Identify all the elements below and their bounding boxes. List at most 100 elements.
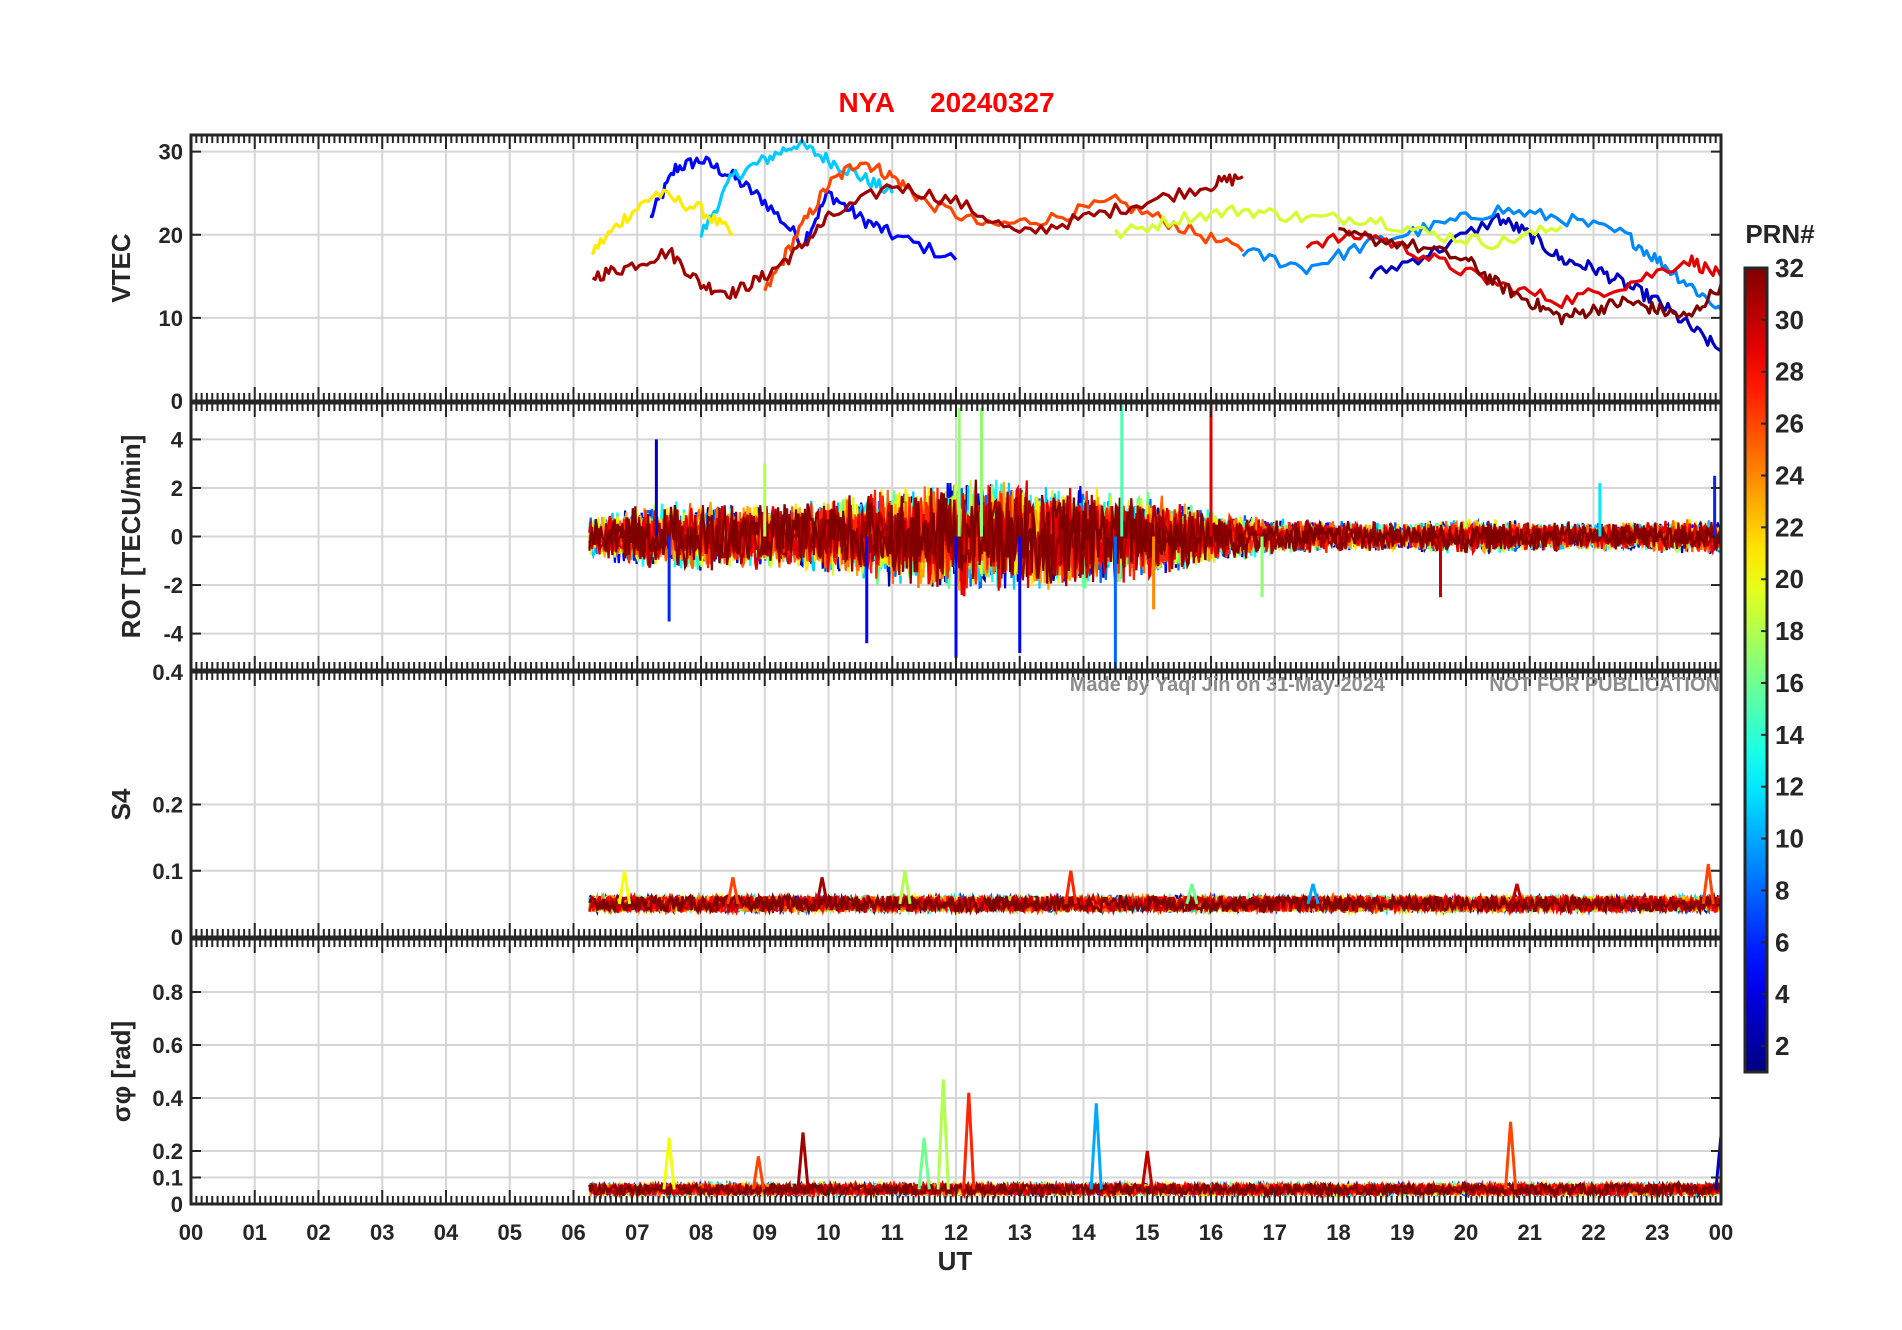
- y-tick-label: 0: [171, 389, 183, 414]
- y-axis-label: ROT [TECU/min]: [116, 435, 146, 639]
- colorbar-tick-label: 28: [1775, 357, 1804, 387]
- y-tick-label: 0.4: [152, 660, 183, 685]
- S4-peak: [1306, 883, 1320, 905]
- y-tick-label: -4: [163, 622, 183, 647]
- x-tick-label: 15: [1135, 1220, 1159, 1245]
- x-tick-label: 08: [689, 1220, 713, 1245]
- panel-s4: 0 0.1 0.2 0.4 S4: [106, 660, 1723, 950]
- colorbar-label: PRN#: [1745, 219, 1815, 249]
- S4-peak: [815, 877, 829, 905]
- colorbar-tick-label: 12: [1775, 772, 1804, 802]
- x-axis-label: UT: [938, 1246, 973, 1276]
- x-tick-label: 16: [1199, 1220, 1223, 1245]
- sigma_phi-peak: [962, 1092, 976, 1190]
- x-tick-label: 00: [1709, 1220, 1733, 1245]
- y-tick-label: 4: [171, 427, 184, 452]
- S4-peak: [1064, 870, 1078, 905]
- colorbar-tick-label: 10: [1775, 824, 1804, 854]
- y-tick-label: 0.2: [152, 1139, 183, 1164]
- vtec-trace-prn-19: [1114, 204, 1563, 251]
- x-tick-label: 09: [753, 1220, 777, 1245]
- data-series: [588, 1079, 1721, 1200]
- x-tick-label: 19: [1390, 1220, 1414, 1245]
- x-tick-label: 21: [1518, 1220, 1542, 1245]
- sigma_phi-peak: [796, 1132, 810, 1190]
- vtec-trace-prn-32: [1338, 226, 1721, 326]
- S4-peak: [898, 870, 912, 905]
- colorbar-tick-label: 32: [1775, 253, 1804, 283]
- y-axis-label: VTEC: [106, 233, 136, 303]
- sigma_phi-trace-prn-32: [588, 1179, 1721, 1200]
- x-tick-label: 23: [1645, 1220, 1669, 1245]
- y-tick-label: 0.4: [152, 1086, 183, 1111]
- x-tick-label: 03: [370, 1220, 394, 1245]
- panel-vtec: 0 10 20 30 VTEC: [106, 133, 1723, 414]
- watermark-author: Made by Yaqi Jin on 31-May-2024: [1070, 674, 1386, 696]
- sigma_phi-peak: [1140, 1150, 1154, 1190]
- colorbar-tick-label: 26: [1775, 409, 1804, 439]
- colorbar-tick-label: 24: [1775, 460, 1804, 490]
- panel-rot: -4 -2 0 2 4 ROT [TECU/min]: [116, 401, 1723, 672]
- x-tick-label: 01: [243, 1220, 267, 1245]
- x-tick-labels: 00 01 02 03 04 05 06 07 08 09 10 11 12 13 14 15 16 17 18 19…: [179, 1220, 1733, 1245]
- x-tick-label: 14: [1071, 1220, 1096, 1245]
- y-tick-label: 30: [159, 140, 183, 165]
- y-tick-label: 0: [171, 525, 183, 550]
- colorbar-tick-label: 18: [1775, 616, 1804, 646]
- colorbar-tick-label: 30: [1775, 305, 1804, 335]
- colorbar-tick-label: 16: [1775, 668, 1804, 698]
- y-tick-label: 0.6: [152, 1033, 183, 1058]
- S4-peak: [617, 870, 632, 905]
- data-series: [591, 138, 1721, 353]
- colorbar-tick-label: 14: [1775, 720, 1804, 750]
- vtec-trace-prn-21: [591, 188, 734, 256]
- y-tick-label: 0.1: [152, 859, 183, 884]
- colorbar-tick-label: 22: [1775, 512, 1804, 542]
- x-tick-label: 18: [1326, 1220, 1350, 1245]
- x-tick-label: 13: [1008, 1220, 1032, 1245]
- sigma_phi-peak: [1089, 1103, 1103, 1190]
- data-series: [588, 863, 1721, 917]
- x-tick-label: 00: [179, 1220, 203, 1245]
- y-axis-label: σφ [rad]: [106, 1021, 136, 1122]
- S4-peak: [726, 877, 740, 905]
- x-tick-label: 05: [498, 1220, 522, 1245]
- x-tick-label: 07: [625, 1220, 649, 1245]
- sigma_phi-peak: [1714, 1134, 1721, 1190]
- chart-title-station: NYA: [838, 87, 895, 118]
- colorbar-tick-label: 6: [1775, 927, 1789, 957]
- colorbar-gradient: [1743, 266, 1769, 1074]
- S4-peak: [1701, 863, 1715, 905]
- vtec-trace-prn-9: [1241, 204, 1721, 311]
- x-tick-label: 06: [561, 1220, 585, 1245]
- x-tick-label: 02: [306, 1220, 330, 1245]
- y-tick-label: 10: [159, 306, 183, 331]
- y-tick-label: -2: [163, 573, 183, 598]
- vtec-trace-prn-11: [699, 138, 894, 238]
- sigma_phi-peak: [751, 1156, 765, 1190]
- y-tick-label: 0: [171, 925, 183, 950]
- watermark-notice: NOT FOR PUBLICATION: [1489, 674, 1720, 696]
- sigma_phi-peak: [662, 1137, 676, 1190]
- y-axis-label: S4: [106, 788, 136, 820]
- colorbar-tick-label: 2: [1775, 1031, 1789, 1061]
- x-tick-label: 04: [434, 1220, 459, 1245]
- sigma_phi-peak: [936, 1079, 950, 1190]
- S4-trace-prn-32: [588, 891, 1721, 916]
- chart-title-date: 20240327: [930, 87, 1055, 118]
- panel-sigma_phi: 00.10.2 0.4 0.6 0.8 σφ [rad]: [106, 937, 1723, 1217]
- data-series: [588, 403, 1721, 670]
- sigma_phi-peak: [917, 1137, 931, 1190]
- y-tick-label: 0.8: [152, 980, 183, 1005]
- S4-peak: [1185, 883, 1199, 905]
- y-tick-label: 0: [171, 1192, 183, 1217]
- colorbar-tick-label: 20: [1775, 564, 1804, 594]
- y-tick-label: 2: [171, 476, 183, 501]
- y-tick-label: 0.1: [152, 1166, 183, 1191]
- x-tick-label: 12: [944, 1220, 968, 1245]
- sigma_phi-peak: [1504, 1121, 1518, 1190]
- x-tick-label: 10: [816, 1220, 840, 1245]
